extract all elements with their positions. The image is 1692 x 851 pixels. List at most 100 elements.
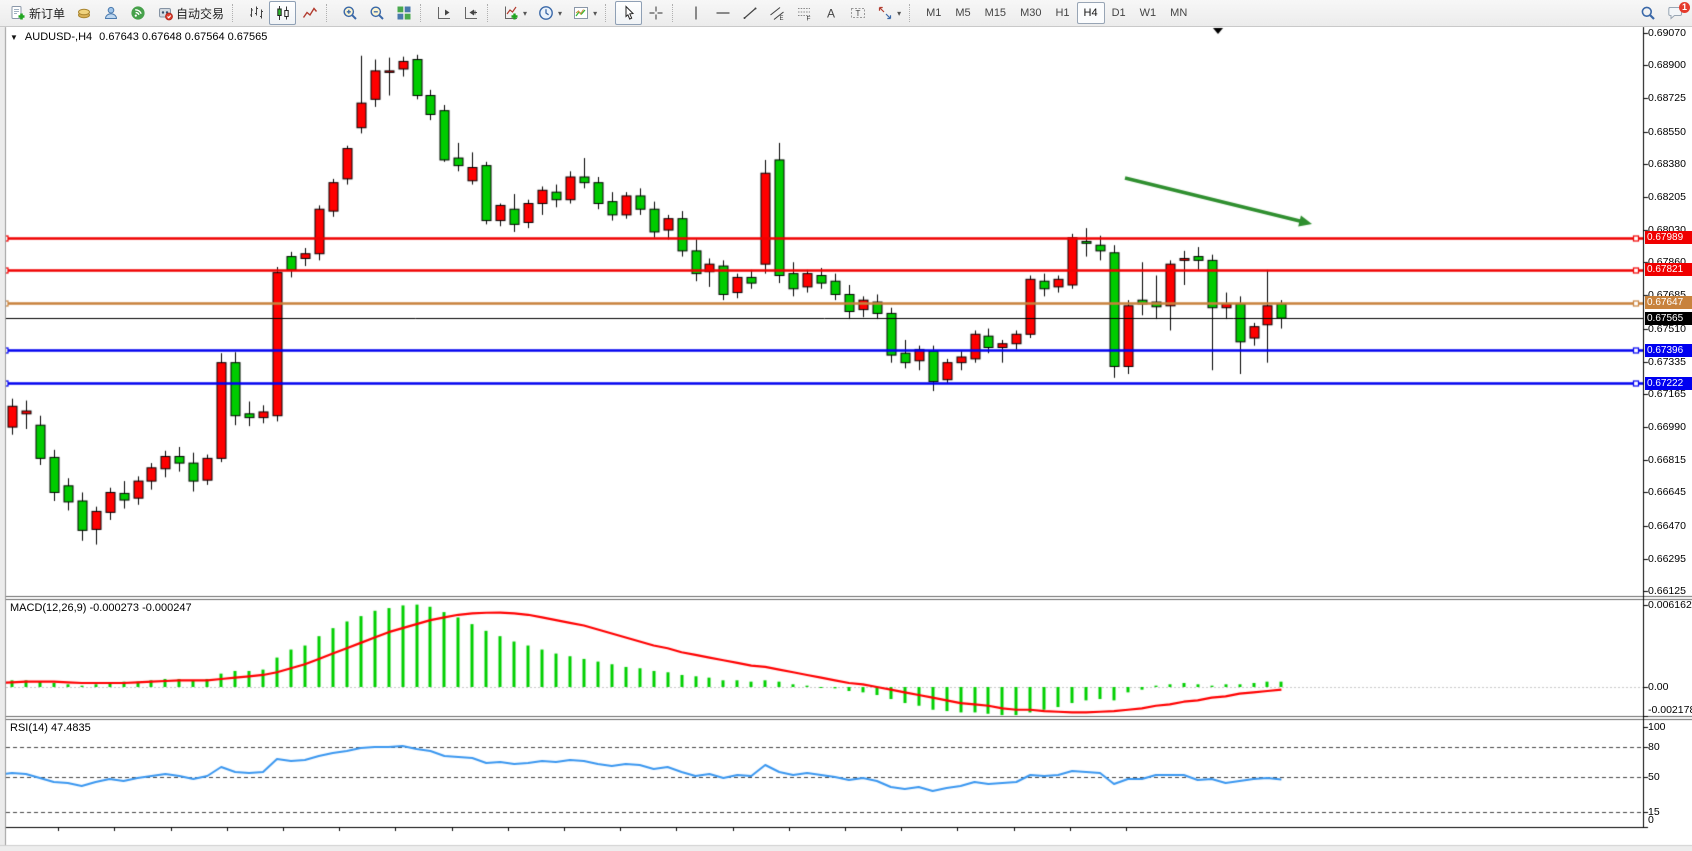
timeframe-d1-button[interactable]: D1 (1111, 7, 1126, 19)
toolbar-separator (232, 4, 238, 22)
templates-button[interactable]: ▾ (567, 1, 602, 25)
equidistant-channel-button[interactable]: E (763, 1, 790, 25)
caret-down-icon: ▾ (593, 8, 598, 18)
toolbar: 新订单 自动交易 ▾ ▾ ▾ E F A T ▾ M1 M5 M15 M30 H1 H4 D1 W1 MN 1 (0, 0, 1692, 27)
line-chart-icon (301, 5, 318, 22)
toolbar-separator (605, 4, 611, 22)
price-tick-label: 0.66470 (1648, 519, 1686, 532)
crosshair-button[interactable] (642, 1, 669, 25)
hline-price-badge: 0.67396 (1645, 343, 1692, 357)
notification-badge: 1 (1678, 2, 1690, 13)
candlestick-button[interactable] (269, 1, 297, 25)
new-order-button-label: 新订单 (29, 6, 66, 21)
price-tick-label: 0.66990 (1648, 421, 1686, 434)
autotrade-button[interactable]: 自动交易 (151, 1, 229, 25)
search-icon (1639, 5, 1656, 22)
timeframe-mn-button[interactable]: MN (1170, 7, 1188, 19)
auto-scroll-icon (435, 5, 452, 22)
collapse-triangle-icon[interactable]: ▼ (10, 32, 18, 42)
panel-splitter-macd[interactable] (0, 594, 1692, 601)
price-tick-label: 0.66645 (1648, 486, 1686, 499)
signals-button[interactable] (124, 1, 151, 25)
zoom-out-button[interactable] (363, 1, 390, 25)
arrows-button[interactable]: ▾ (871, 1, 906, 25)
zoom-in-button[interactable] (336, 1, 363, 25)
price-tick-label: 0.67510 (1648, 322, 1686, 335)
toolbar-separator (909, 4, 915, 22)
chart-shift-icon (462, 5, 479, 22)
autotrade-button-label: 自动交易 (176, 6, 225, 21)
zoom-in-icon (341, 5, 358, 22)
price-tick-label: 0.68725 (1648, 92, 1686, 105)
hline-price-badge: 0.67821 (1645, 263, 1692, 277)
panel-splitter-rsi[interactable] (0, 714, 1692, 721)
bar-chart-button[interactable] (242, 1, 269, 25)
hline-price-badge: 0.67989 (1645, 231, 1692, 245)
channel-icon: E (768, 5, 785, 22)
price-tick-label: 0.68380 (1648, 157, 1686, 170)
indicators-button[interactable]: ▾ (497, 1, 532, 25)
candlestick-icon (274, 5, 291, 22)
timeframe-w1-button[interactable]: W1 (1139, 7, 1157, 19)
timeframe-m1-button[interactable]: M1 (926, 7, 942, 19)
label-icon: T (849, 5, 866, 22)
chart-shift-button[interactable] (457, 1, 484, 25)
gold-icon (75, 5, 92, 22)
price-tick-label: 0.66815 (1648, 454, 1686, 467)
svg-text:E: E (779, 16, 783, 21)
price-tick-label: 0.69070 (1648, 27, 1686, 39)
fibonacci-button[interactable]: F (790, 1, 817, 25)
trendline-icon (741, 5, 758, 22)
signals-icon (129, 5, 146, 22)
fibo-icon: F (795, 5, 812, 22)
timeframe-h4-button[interactable]: H4 (1076, 2, 1105, 24)
current-price-badge: 0.67565 (1645, 311, 1692, 325)
new-order-button[interactable]: 新订单 (4, 1, 70, 25)
price-tick-label: 0.68205 (1648, 190, 1686, 203)
zoom-out-icon (368, 5, 385, 22)
community-icon (102, 5, 119, 22)
new-order-icon (9, 5, 26, 22)
svg-text:A: A (827, 7, 835, 21)
indicators-icon (502, 5, 519, 22)
notifications-button[interactable]: 1 (1661, 1, 1690, 25)
horizontal-line-button[interactable] (709, 1, 736, 25)
cursor-button[interactable] (615, 1, 643, 25)
timeframe-h1-button[interactable]: H1 (1055, 7, 1070, 19)
ohlc-values: 0.67643 0.67648 0.67564 0.67565 (99, 31, 268, 43)
svg-text:F: F (806, 16, 810, 22)
vertical-line-button[interactable] (682, 1, 709, 25)
trendline-button[interactable] (736, 1, 763, 25)
gold-button[interactable] (70, 1, 97, 25)
template-icon (572, 5, 589, 22)
search-button[interactable] (1634, 1, 1661, 25)
toolbar-separator (326, 4, 332, 22)
bar-chart-icon (247, 5, 264, 22)
vline-icon (687, 5, 704, 22)
label-button[interactable]: T (844, 1, 871, 25)
text-button[interactable]: A (817, 1, 844, 25)
timeframe-m15-button[interactable]: M15 (984, 7, 1007, 19)
caret-down-icon: ▾ (523, 8, 528, 18)
macd-tick-label: 0.006162 (1648, 598, 1692, 611)
macd-tick-label: 0.00 (1648, 681, 1669, 693)
toolbar-separator (487, 4, 493, 22)
rsi-indicator-label: RSI(14) 47.4835 (10, 722, 91, 734)
auto-scroll-button[interactable] (430, 1, 457, 25)
chart-title: ▼ AUDUSD-,H4 0.67643 0.67648 0.67564 0.6… (10, 31, 267, 43)
line-chart-button[interactable] (296, 1, 323, 25)
symbol-timeframe-label: AUDUSD-,H4 (24, 31, 93, 43)
macd-tick-label: -0.002178 (1648, 704, 1692, 716)
timeframe-m30-button[interactable]: M30 (1020, 7, 1042, 19)
rsi-tick-label: 80 (1648, 741, 1660, 753)
rsi-tick-label: 50 (1648, 771, 1660, 783)
timeframe-m5-button[interactable]: M5 (955, 7, 971, 19)
rsi-tick-label: 0 (1648, 814, 1654, 826)
cursor-icon (620, 5, 637, 22)
price-tick-label: 0.66295 (1648, 552, 1686, 565)
periods-button[interactable]: ▾ (532, 1, 567, 25)
price-tick-label: 0.68900 (1648, 59, 1686, 72)
community-button[interactable] (97, 1, 124, 25)
tile-windows-button[interactable] (390, 1, 417, 25)
